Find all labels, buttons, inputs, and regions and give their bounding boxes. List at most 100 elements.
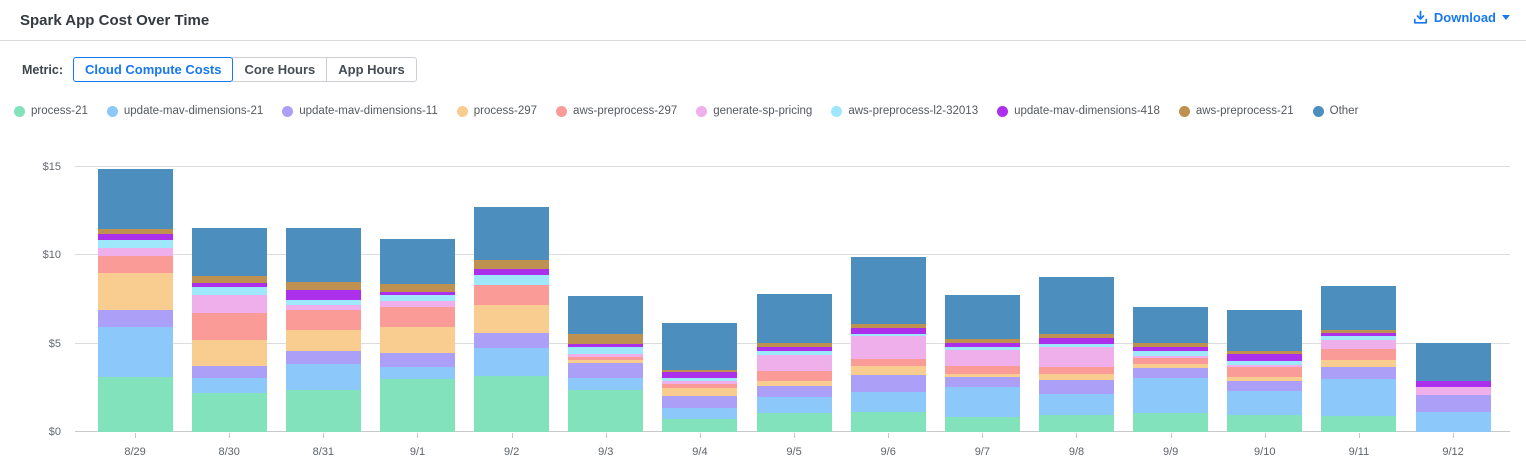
bar-segment-generate-sp-pricing[interactable] — [850, 336, 926, 359]
bar-segment-update-mav-dimensions-418[interactable] — [850, 327, 926, 334]
bar-9-4[interactable] — [662, 322, 738, 432]
bar-segment-process-21[interactable] — [568, 390, 644, 432]
bar-segment-aws-preprocess-l2-32013[interactable] — [944, 347, 1020, 350]
legend-item[interactable]: update-mav-dimensions-21 — [106, 105, 263, 117]
bar-segment-process-21[interactable] — [97, 377, 173, 432]
bar-segment-Other[interactable] — [191, 227, 267, 276]
bar-segment-aws-preprocess-297[interactable] — [97, 256, 173, 273]
bar-segment-update-mav-dimensions-11[interactable] — [1227, 381, 1303, 392]
bar-segment-update-mav-dimensions-418[interactable] — [1038, 337, 1114, 344]
bar-segment-update-mav-dimensions-11[interactable] — [662, 396, 738, 409]
bar-segment-update-mav-dimensions-11[interactable] — [568, 362, 644, 378]
bar-segment-update-mav-dimensions-21[interactable] — [1227, 391, 1303, 415]
bar-segment-aws-preprocess-297[interactable] — [568, 356, 644, 360]
bar-segment-update-mav-dimensions-11[interactable] — [97, 310, 173, 328]
bar-segment-aws-preprocess-21[interactable] — [568, 334, 644, 344]
bar-segment-aws-preprocess-297[interactable] — [662, 384, 738, 389]
bar-segment-aws-preprocess-l2-32013[interactable] — [1227, 361, 1303, 365]
bar-segment-process-21[interactable] — [1227, 414, 1303, 432]
bar-segment-update-mav-dimensions-21[interactable] — [944, 387, 1020, 417]
bar-segment-update-mav-dimensions-21[interactable] — [285, 363, 361, 390]
legend-item[interactable]: aws-preprocess-21 — [1178, 105, 1294, 117]
bar-segment-update-mav-dimensions-418[interactable] — [1133, 347, 1209, 352]
bar-segment-update-mav-dimensions-11[interactable] — [1133, 367, 1209, 378]
bar-segment-update-mav-dimensions-418[interactable] — [662, 372, 738, 379]
bar-9-12[interactable] — [1415, 342, 1491, 432]
bar-segment-aws-preprocess-l2-32013[interactable] — [1038, 343, 1114, 348]
bar-9-9[interactable] — [1133, 307, 1209, 432]
bar-segment-aws-preprocess-21[interactable] — [1227, 350, 1303, 354]
bar-segment-aws-preprocess-297[interactable] — [379, 307, 455, 327]
bar-segment-aws-preprocess-21[interactable] — [944, 338, 1020, 344]
bar-segment-aws-preprocess-21[interactable] — [1038, 334, 1114, 338]
bar-8-31[interactable] — [285, 227, 361, 432]
bar-segment-Other[interactable] — [474, 206, 550, 260]
bar-segment-process-297[interactable] — [285, 329, 361, 351]
bar-segment-update-mav-dimensions-21[interactable] — [568, 377, 644, 391]
bar-segment-Other[interactable] — [379, 238, 455, 284]
bar-segment-process-297[interactable] — [944, 374, 1020, 378]
bar-segment-update-mav-dimensions-21[interactable] — [850, 391, 926, 412]
bar-8-29[interactable] — [97, 168, 173, 432]
bar-segment-Other[interactable] — [568, 295, 644, 335]
bar-segment-update-mav-dimensions-418[interactable] — [1321, 332, 1397, 337]
bar-segment-Other[interactable] — [1227, 309, 1303, 351]
bar-segment-update-mav-dimensions-418[interactable] — [285, 289, 361, 300]
bar-segment-process-21[interactable] — [474, 376, 550, 432]
bar-segment-update-mav-dimensions-11[interactable] — [474, 333, 550, 348]
bar-segment-generate-sp-pricing[interactable] — [379, 301, 455, 308]
bar-segment-Other[interactable] — [944, 294, 1020, 339]
bar-segment-process-297[interactable] — [97, 272, 173, 311]
bar-segment-process-297[interactable] — [1227, 376, 1303, 382]
bar-segment-aws-preprocess-l2-32013[interactable] — [285, 299, 361, 305]
metric-option-app-hours[interactable]: App Hours — [326, 57, 417, 82]
bar-segment-generate-sp-pricing[interactable] — [285, 304, 361, 310]
bar-9-2[interactable] — [474, 206, 550, 432]
bar-segment-process-297[interactable] — [1133, 363, 1209, 368]
download-button[interactable]: Download — [1413, 10, 1510, 25]
bar-segment-aws-preprocess-21[interactable] — [97, 228, 173, 235]
bar-segment-process-21[interactable] — [756, 413, 832, 432]
bar-segment-generate-sp-pricing[interactable] — [1038, 347, 1114, 368]
bar-segment-Other[interactable] — [850, 256, 926, 324]
bar-segment-update-mav-dimensions-418[interactable] — [474, 269, 550, 276]
bar-9-7[interactable] — [944, 294, 1020, 432]
bar-9-1[interactable] — [379, 238, 455, 432]
bar-9-6[interactable] — [850, 256, 926, 432]
bar-segment-aws-preprocess-l2-32013[interactable] — [474, 275, 550, 285]
bar-segment-process-21[interactable] — [379, 379, 455, 432]
bar-segment-aws-preprocess-21[interactable] — [756, 343, 832, 348]
bar-segment-aws-preprocess-297[interactable] — [1038, 367, 1114, 375]
bar-9-3[interactable] — [568, 295, 644, 432]
bar-9-8[interactable] — [1038, 276, 1114, 432]
bar-segment-aws-preprocess-297[interactable] — [1321, 348, 1397, 360]
bar-segment-aws-preprocess-l2-32013[interactable] — [97, 240, 173, 248]
bar-segment-aws-preprocess-l2-32013[interactable] — [756, 350, 832, 355]
bar-segment-update-mav-dimensions-418[interactable] — [568, 343, 644, 348]
bar-segment-aws-preprocess-297[interactable] — [756, 370, 832, 382]
metric-option-cloud-compute-costs[interactable]: Cloud Compute Costs — [72, 57, 234, 82]
bar-segment-aws-preprocess-21[interactable] — [850, 323, 926, 328]
bar-segment-process-297[interactable] — [474, 304, 550, 334]
bar-segment-process-297[interactable] — [662, 388, 738, 397]
bar-segment-process-21[interactable] — [1321, 416, 1397, 432]
bar-segment-aws-preprocess-l2-32013[interactable] — [662, 378, 738, 381]
bar-segment-aws-preprocess-297[interactable] — [1227, 367, 1303, 377]
bar-segment-update-mav-dimensions-418[interactable] — [944, 343, 1020, 348]
bar-segment-update-mav-dimensions-11[interactable] — [1321, 367, 1397, 379]
bar-segment-update-mav-dimensions-21[interactable] — [1415, 412, 1491, 432]
bar-segment-generate-sp-pricing[interactable] — [1133, 355, 1209, 358]
bar-9-11[interactable] — [1321, 286, 1397, 432]
bar-segment-aws-preprocess-297[interactable] — [191, 313, 267, 341]
bar-segment-Other[interactable] — [756, 294, 832, 344]
bar-segment-update-mav-dimensions-418[interactable] — [191, 283, 267, 288]
bar-segment-update-mav-dimensions-418[interactable] — [97, 234, 173, 241]
legend-item[interactable]: update-mav-dimensions-11 — [282, 105, 438, 117]
bar-segment-update-mav-dimensions-418[interactable] — [1415, 381, 1491, 387]
bar-segment-aws-preprocess-l2-32013[interactable] — [850, 333, 926, 337]
bar-segment-aws-preprocess-21[interactable] — [1321, 329, 1397, 333]
bar-segment-process-21[interactable] — [191, 393, 267, 432]
bar-segment-process-21[interactable] — [285, 389, 361, 432]
bar-segment-generate-sp-pricing[interactable] — [568, 354, 644, 357]
bar-segment-process-297[interactable] — [191, 340, 267, 367]
